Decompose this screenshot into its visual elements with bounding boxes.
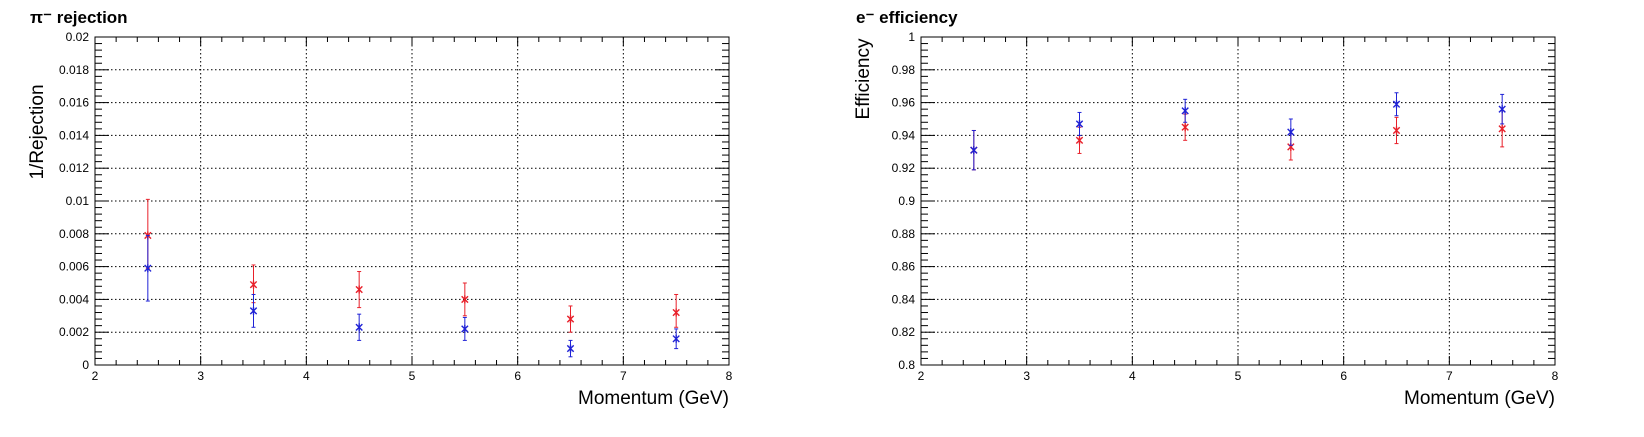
y-tick-label: 0.008 [59,227,89,241]
data-point [566,305,575,333]
data-point [1498,93,1506,125]
y-tick-label: 0.92 [892,161,916,175]
data-point [566,339,575,358]
star-marker [566,344,575,353]
star-marker [672,334,680,343]
y-tick-label: 0.84 [892,292,916,306]
data-point [1392,116,1401,145]
y-tick-label: 0.016 [59,96,89,110]
y-tick-label: 0.82 [892,325,916,339]
y-tick-label: 0.86 [892,260,916,274]
x-tick-label: 5 [1235,369,1242,383]
x-tick-label: 8 [726,369,733,383]
star-marker [1181,106,1189,115]
data-point [144,234,152,302]
x-tick-label: 3 [197,369,204,383]
electron-efficiency-panel: e⁻ efficiency Efficiency Momentum (GeV) … [853,8,1559,409]
chart-title: e⁻ efficiency [856,8,958,27]
x-tick-label: 7 [1446,369,1453,383]
star-marker [1392,100,1401,109]
x-axis-label: Momentum (GeV) [1404,388,1555,409]
data-point [249,293,258,328]
data-point [1287,118,1295,146]
star-marker [461,295,469,304]
y-tick-label: 1 [908,30,915,44]
y-tick-label: 0.98 [892,63,916,77]
data-point [970,129,978,171]
x-tick-label: 4 [303,369,310,383]
x-tick-label: 8 [1552,369,1559,383]
data-series-1 [970,110,1506,171]
data-point [1392,92,1401,117]
star-marker [1181,123,1189,132]
y-tick-label: 0.006 [59,260,89,274]
y-tick-label: 0.8 [898,358,915,372]
chart-title: π⁻ rejection [30,8,128,27]
y-axis-label: Efficiency [853,38,874,119]
y-tick-label: 0.002 [59,325,89,339]
y-tick-label: 0.9 [898,194,915,208]
star-marker [1498,124,1506,133]
star-marker [1392,126,1401,135]
star-marker [1287,128,1295,137]
y-tick-label: 0 [82,358,89,372]
data-point [672,293,680,328]
star-marker [970,146,978,155]
data-point [1075,111,1084,136]
star-marker [355,285,363,294]
y-tick-label: 0.004 [59,292,89,306]
star-marker [672,308,680,317]
y-tick-label: 0.012 [59,161,89,175]
x-tick-label: 3 [1023,369,1030,383]
star-marker [249,306,258,315]
y-tick-label: 0.94 [892,128,916,142]
x-tick-label: 6 [514,369,521,383]
data-point [355,271,363,309]
x-tick-label: 4 [1129,369,1136,383]
y-tick-label: 0.01 [66,194,90,208]
electron-efficiency-plot-area: 2 3 4 5 6 7 8 0.8 0.82 0.84 0.86 0.88 0.9 0.92 0.94 0.9… [892,30,1559,383]
data-point [461,282,469,317]
pion-rejection-panel: π⁻ rejection 1/Rejection Momentum (GeV) … [27,8,733,409]
star-marker [355,323,363,332]
pion-rejection-plot-area: 2 3 4 5 6 7 8 0 0.002 0.004 0.006 0.008 0.01 0.012 0.0… [59,30,733,383]
data-point [672,328,680,350]
star-marker [144,264,152,273]
x-tick-label: 6 [1340,369,1347,383]
data-point [461,316,469,341]
y-tick-label: 0.88 [892,227,916,241]
data-point [355,313,363,341]
x-tick-label: 7 [620,369,627,383]
y-tick-label: 0.014 [59,128,89,142]
y-tick-label: 0.96 [892,96,916,110]
y-tick-label: 0.018 [59,63,89,77]
star-marker [1498,105,1506,114]
x-tick-label: 5 [409,369,416,383]
x-axis-label: Momentum (GeV) [578,388,729,409]
x-tick-label: 2 [918,369,925,383]
star-marker [249,280,258,289]
star-marker [461,324,469,333]
data-series-2 [970,92,1506,171]
data-point [1181,98,1189,123]
star-marker [1075,136,1084,145]
data-series-2 [144,234,680,358]
y-axis-label: 1/Rejection [27,84,48,179]
x-tick-label: 2 [92,369,99,383]
star-marker [1075,119,1084,128]
y-tick-label: 0.02 [66,30,90,44]
star-marker [566,315,575,324]
